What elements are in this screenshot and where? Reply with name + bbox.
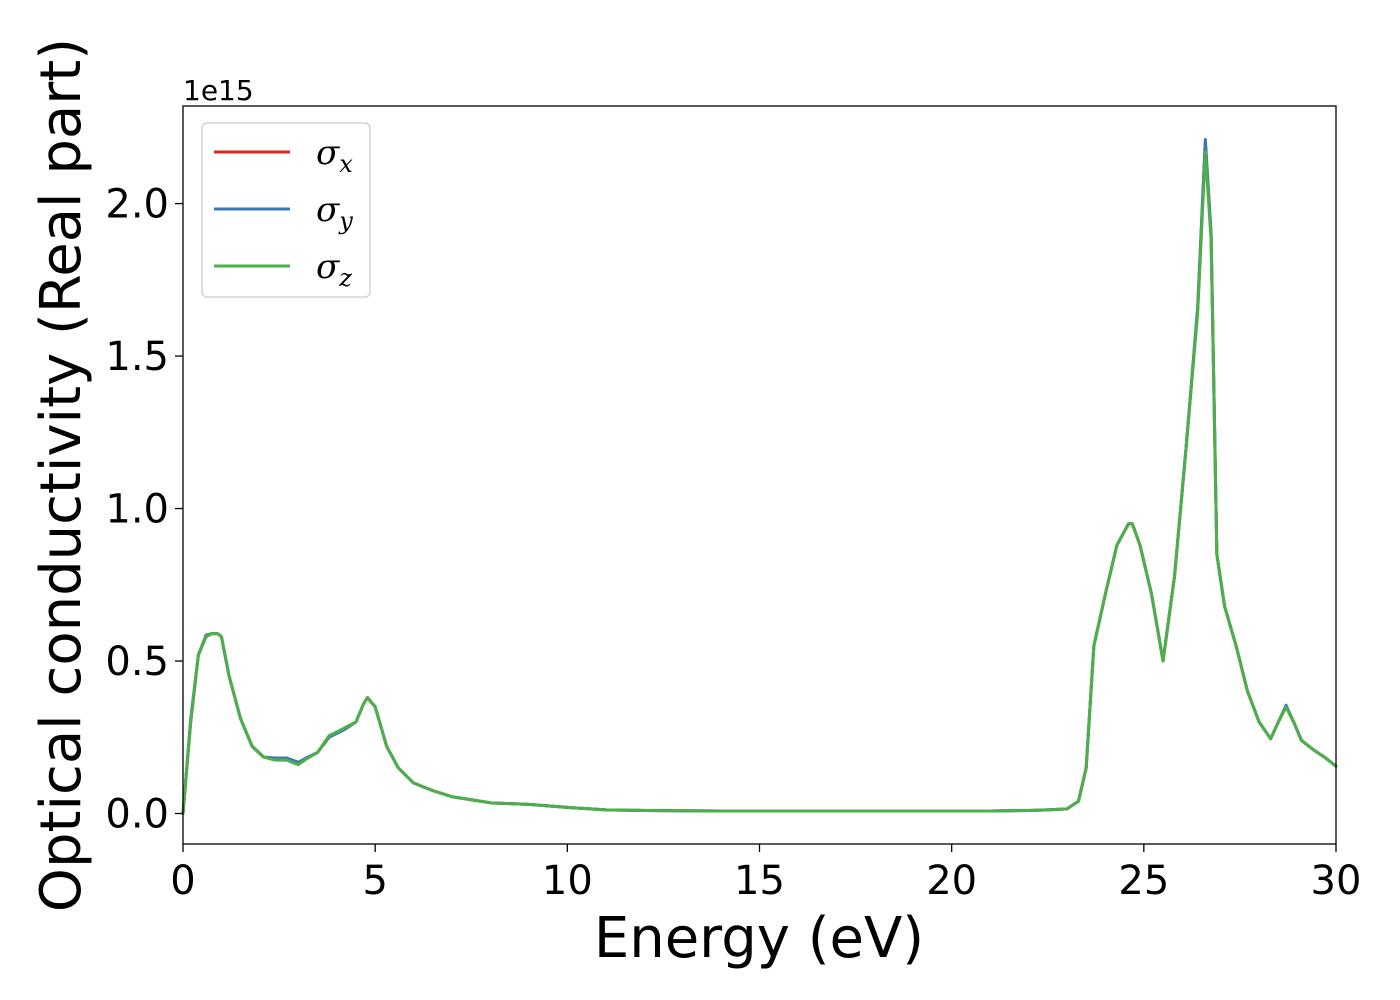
legend-label-subscript: y bbox=[338, 207, 353, 235]
legend-label-base: σ bbox=[316, 190, 340, 230]
y-tick-label: 2.0 bbox=[105, 182, 169, 228]
y-axis-title: Optical conductivity (Real part) bbox=[29, 38, 94, 912]
x-tick-label: 30 bbox=[1311, 858, 1362, 904]
y-offset-label: 1e15 bbox=[183, 74, 254, 107]
y-tick-label: 1.5 bbox=[105, 334, 169, 380]
x-tick-label: 25 bbox=[1118, 858, 1169, 904]
legend-label-base: σ bbox=[316, 247, 340, 287]
series-line-z bbox=[181, 150, 1338, 815]
series-layer bbox=[181, 138, 1338, 815]
x-axis-title: Energy (eV) bbox=[594, 906, 924, 971]
x-tick-label: 0 bbox=[170, 858, 195, 904]
y-tick-label: 0.0 bbox=[105, 792, 169, 838]
x-tick-label: 15 bbox=[734, 858, 785, 904]
x-tick-label: 10 bbox=[542, 858, 593, 904]
legend-label-subscript: x bbox=[339, 150, 353, 178]
y-axis: 0.0 0.5 1.0 1.5 2.0 bbox=[105, 182, 183, 838]
x-tick-label: 20 bbox=[926, 858, 977, 904]
y-tick-label: 0.5 bbox=[105, 639, 169, 685]
legend-label-z: σz bbox=[316, 247, 352, 292]
legend-label-y: σy bbox=[316, 190, 353, 235]
legend-label-subscript: z bbox=[338, 264, 352, 292]
legend-label-x: σx bbox=[316, 133, 353, 178]
y-tick-label: 1.0 bbox=[105, 487, 169, 533]
x-axis: 0 5 10 15 20 25 30 bbox=[170, 844, 1361, 904]
legend-label-base: σ bbox=[316, 133, 340, 173]
x-tick-label: 5 bbox=[362, 858, 387, 904]
